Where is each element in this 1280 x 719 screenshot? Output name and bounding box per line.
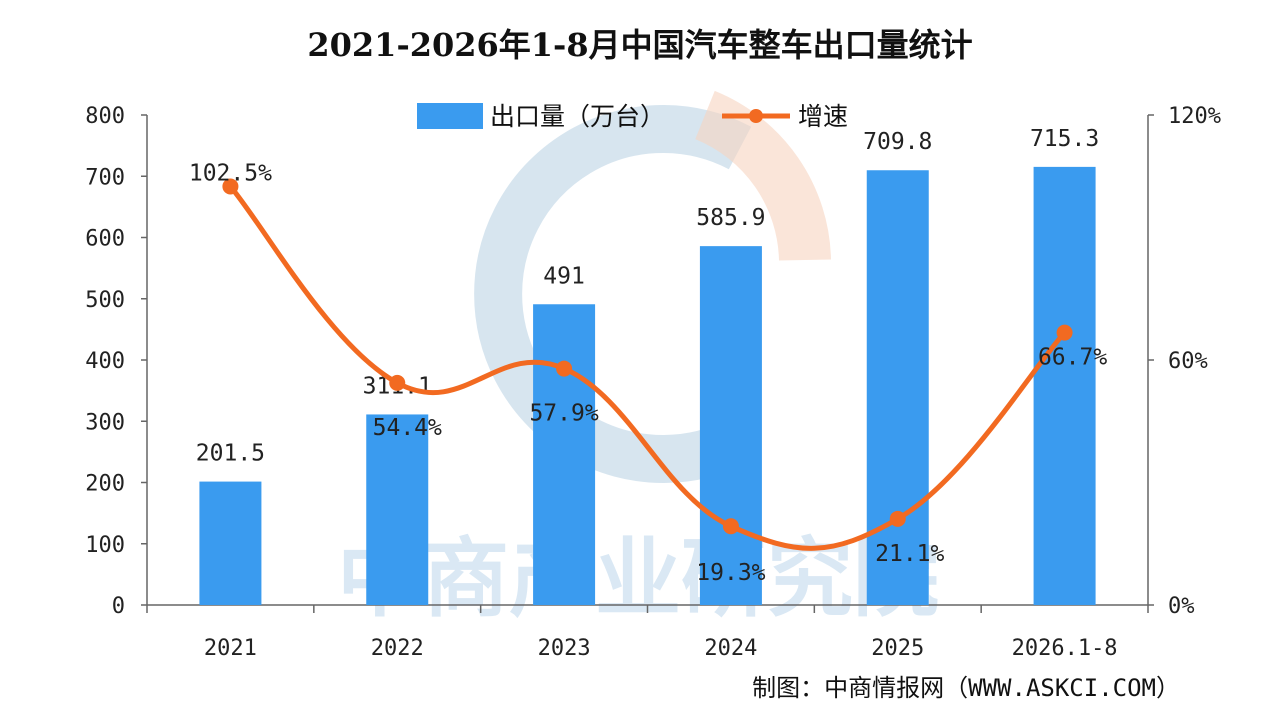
left-axis-ticks: 0 100 200 300 400 500 600 700 800 xyxy=(85,104,147,619)
right-tick-label: 120% xyxy=(1168,104,1221,129)
x-tick-label: 2026.1-8 xyxy=(1012,636,1118,661)
bar-value-label: 709.8 xyxy=(863,129,932,155)
chart-title: 2021-2026年1-8月中国汽车整车出口量统计 xyxy=(307,26,972,64)
bar-value-label: 715.3 xyxy=(1030,126,1099,152)
bar-value-label: 491 xyxy=(543,263,585,289)
watermark-logo-arc xyxy=(474,105,752,483)
bar xyxy=(699,246,762,606)
x-tick-label: 2023 xyxy=(538,636,591,661)
watermark-logo-arc-accent xyxy=(694,90,831,262)
bar-value-label: 201.5 xyxy=(196,441,265,467)
legend: 出口量（万台） 增速 xyxy=(417,102,848,131)
x-tick-label: 2024 xyxy=(704,636,757,661)
growth-marker xyxy=(222,178,239,195)
line-series xyxy=(222,178,1073,551)
growth-value-label: 54.4% xyxy=(373,415,442,441)
right-tick-label: 0% xyxy=(1168,594,1195,619)
growth-value-label: 21.1% xyxy=(875,541,944,567)
bar xyxy=(366,414,429,605)
legend-label-line: 增速 xyxy=(798,102,848,131)
growth-value-label: 66.7% xyxy=(1038,345,1107,371)
growth-marker xyxy=(722,518,739,535)
x-tick-label: 2025 xyxy=(871,636,924,661)
left-tick-label: 200 xyxy=(85,472,125,497)
x-tick-label: 2021 xyxy=(204,636,257,661)
left-tick-label: 0 xyxy=(112,594,125,619)
left-tick-label: 800 xyxy=(85,104,125,129)
growth-marker xyxy=(556,360,573,377)
bar xyxy=(533,304,596,605)
legend-swatch-marker xyxy=(749,109,763,123)
left-tick-label: 500 xyxy=(85,288,125,313)
x-axis-ticks: 2021 2022 2023 2024 2025 2026.1-8 xyxy=(146,605,1149,661)
legend-swatch-bar xyxy=(417,103,483,129)
bar xyxy=(1033,166,1096,605)
growth-marker xyxy=(389,374,406,391)
growth-line xyxy=(227,183,1068,551)
growth-marker xyxy=(1056,324,1073,341)
growth-value-label: 19.3% xyxy=(696,560,765,586)
right-axis-ticks: 0% 60% 120% xyxy=(1148,104,1221,619)
bar-series xyxy=(199,166,1096,606)
x-tick-label: 2022 xyxy=(371,636,424,661)
bar-value-label: 585.9 xyxy=(696,205,765,231)
legend-label-bar: 出口量（万台） xyxy=(490,102,665,131)
source-note: 制图：中商情报网（WWW.ASKCI.COM） xyxy=(752,674,1180,702)
right-tick-label: 60% xyxy=(1168,349,1208,374)
left-tick-label: 100 xyxy=(85,533,125,558)
left-tick-label: 300 xyxy=(85,410,125,435)
growth-marker xyxy=(889,510,906,527)
growth-value-label: 57.9% xyxy=(529,401,598,427)
left-tick-label: 700 xyxy=(85,165,125,190)
bar xyxy=(866,170,929,605)
left-tick-label: 600 xyxy=(85,227,125,252)
growth-value-label: 102.5% xyxy=(189,160,272,186)
bar xyxy=(199,481,262,605)
left-tick-label: 400 xyxy=(85,349,125,374)
line-labels: 102.5% 54.4% 57.9% 19.3% 21.1% 66.7% xyxy=(189,160,1107,586)
